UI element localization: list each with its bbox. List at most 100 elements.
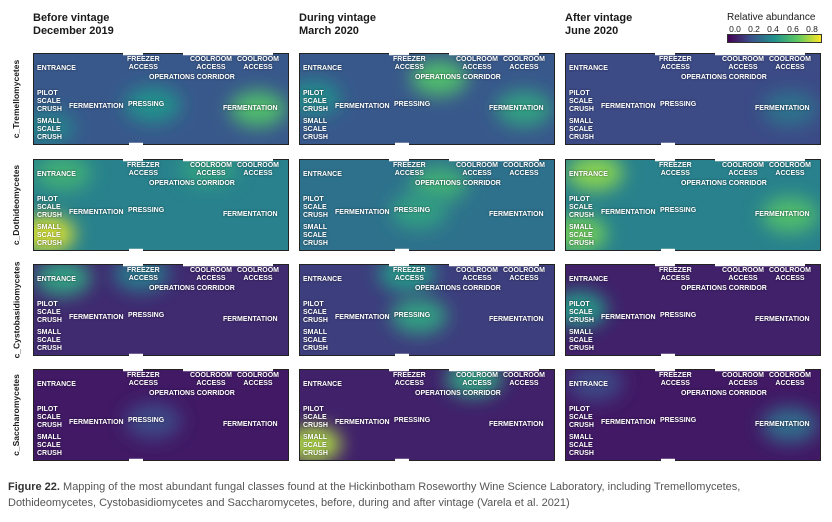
zone-entrance: ENTRANCE: [303, 171, 342, 178]
row-label-dothideomycetes: c_Dothideomycetes: [11, 164, 21, 246]
zone-coolroom-access-1: COOLROOM ACCESS: [722, 162, 764, 177]
column-header-after: After vintage June 2020: [565, 12, 632, 38]
zone-operations-corridor: OPERATIONS CORRIDOR: [415, 180, 501, 187]
zone-fermentation-2: FERMENTATION: [489, 211, 544, 218]
heatmap-panel: ENTRANCE FREEZER ACCESS COOLROOM ACCESS COO…: [299, 369, 555, 461]
heatmap-svg: [299, 53, 555, 145]
zone-small-scale-crush: SMALL SCALE CRUSH: [303, 118, 328, 141]
heatmap-panel: ENTRANCE FREEZER ACCESS COOLROOM ACCESS COO…: [33, 264, 289, 356]
zone-fermentation-2: FERMENTATION: [755, 211, 810, 218]
zone-fermentation-1: FERMENTATION: [601, 314, 656, 321]
column-header-before: Before vintage December 2019: [33, 12, 114, 38]
zone-small-scale-crush: SMALL SCALE CRUSH: [303, 224, 328, 247]
zone-operations-corridor: OPERATIONS CORRIDOR: [681, 285, 767, 292]
zone-pressing: PRESSING: [128, 312, 165, 319]
caption-text: Mapping of the most abundant fungal clas…: [8, 481, 741, 509]
zone-pilot-scale-crush: PILOT SCALE CRUSH: [569, 406, 594, 429]
zone-pressing: PRESSING: [394, 207, 431, 214]
heatmap-background: [565, 264, 821, 356]
floorplan-outline: [33, 53, 289, 145]
zone-small-scale-crush: SMALL SCALE CRUSH: [569, 434, 594, 457]
column-header-during: During vintage March 2020: [299, 12, 376, 38]
zone-entrance: ENTRANCE: [569, 171, 608, 178]
zone-freezer-access: FREEZER ACCESS: [127, 56, 160, 71]
zone-coolroom-access-1: COOLROOM ACCESS: [456, 56, 498, 71]
zone-small-scale-crush: SMALL SCALE CRUSH: [303, 434, 328, 457]
zone-operations-corridor: OPERATIONS CORRIDOR: [415, 74, 501, 81]
heatmap-hotspot: [113, 264, 169, 292]
zone-coolroom-access-2: COOLROOM ACCESS: [503, 56, 545, 71]
zone-freezer-access: FREEZER ACCESS: [659, 56, 692, 71]
zone-fermentation-1: FERMENTATION: [69, 103, 124, 110]
floorplan-outline: [299, 264, 555, 356]
heatmap-hotspot: [125, 87, 181, 123]
zone-fermentation-2: FERMENTATION: [755, 105, 810, 112]
row-label-cystobasidiomycetes: c_Cystobasidiomycetes: [11, 261, 22, 359]
heatmap-svg: [565, 369, 821, 461]
zone-pressing: PRESSING: [128, 417, 165, 424]
heatmap-hotspot: [391, 298, 447, 334]
zone-small-scale-crush: SMALL SCALE CRUSH: [37, 434, 62, 457]
zone-pilot-scale-crush: PILOT SCALE CRUSH: [569, 90, 594, 113]
zone-coolroom-access-1: COOLROOM ACCESS: [722, 56, 764, 71]
zone-coolroom-access-1: COOLROOM ACCESS: [190, 56, 232, 71]
zone-operations-corridor: OPERATIONS CORRIDOR: [681, 180, 767, 187]
zone-fermentation-1: FERMENTATION: [335, 103, 390, 110]
heatmap-hotspot: [565, 216, 607, 251]
zone-entrance: ENTRANCE: [37, 381, 76, 388]
zone-fermentation-1: FERMENTATION: [335, 209, 390, 216]
color-legend: Relative abundance 0.0 0.2 0.4 0.6 0.8: [727, 12, 822, 43]
zone-coolroom-access-2: COOLROOM ACCESS: [237, 56, 279, 71]
zone-fermentation-2: FERMENTATION: [223, 105, 278, 112]
floorplan-outline: [565, 53, 821, 145]
floorplan-outline: [299, 159, 555, 251]
zone-freezer-access: FREEZER ACCESS: [659, 267, 692, 282]
zone-pilot-scale-crush: PILOT SCALE CRUSH: [303, 196, 328, 219]
heatmap-hotspot: [125, 403, 181, 439]
zone-pilot-scale-crush: PILOT SCALE CRUSH: [37, 90, 62, 113]
zone-small-scale-crush: SMALL SCALE CRUSH: [303, 329, 328, 352]
zone-fermentation-2: FERMENTATION: [489, 421, 544, 428]
zone-freezer-access: FREEZER ACCESS: [659, 162, 692, 177]
zone-coolroom-access-1: COOLROOM ACCESS: [722, 372, 764, 387]
zone-coolroom-access-2: COOLROOM ACCESS: [503, 162, 545, 177]
floorplan-outline: [565, 369, 821, 461]
zone-entrance: ENTRANCE: [303, 381, 342, 388]
floorplan-outline: [33, 159, 289, 251]
legend-colorbar: [727, 34, 822, 43]
zone-fermentation-2: FERMENTATION: [489, 316, 544, 323]
zone-fermentation-2: FERMENTATION: [755, 316, 810, 323]
zone-fermentation-1: FERMENTATION: [335, 419, 390, 426]
zone-coolroom-access-2: COOLROOM ACCESS: [237, 267, 279, 282]
zone-coolroom-access-2: COOLROOM ACCESS: [769, 56, 811, 71]
zone-fermentation-1: FERMENTATION: [69, 209, 124, 216]
floorplan-outline: [565, 264, 821, 356]
floorplan-outline: [565, 159, 821, 251]
heatmap-panel: ENTRANCE FREEZER ACCESS COOLROOM ACCESS COO…: [299, 53, 555, 145]
heatmap-hotspot: [33, 110, 75, 145]
heatmap-hotspot: [446, 369, 502, 397]
zone-entrance: ENTRANCE: [569, 381, 608, 388]
zone-small-scale-crush: SMALL SCALE CRUSH: [37, 329, 62, 352]
row-label-tremellomycetes: c_Tremellomycetes: [11, 59, 22, 139]
zone-coolroom-access-2: COOLROOM ACCESS: [769, 267, 811, 282]
zone-entrance: ENTRANCE: [37, 276, 76, 283]
caption-label: Figure 22.: [8, 481, 60, 493]
zone-operations-corridor: OPERATIONS CORRIDOR: [415, 285, 501, 292]
zone-freezer-access: FREEZER ACCESS: [393, 267, 426, 282]
legend-tick: 0.6: [787, 24, 799, 34]
zone-freezer-access: FREEZER ACCESS: [393, 372, 426, 387]
zone-entrance: ENTRANCE: [37, 65, 76, 72]
heatmap-panel: ENTRANCE FREEZER ACCESS COOLROOM ACCESS COO…: [299, 159, 555, 251]
zone-pressing: PRESSING: [660, 101, 697, 108]
zone-fermentation-2: FERMENTATION: [489, 105, 544, 112]
zone-operations-corridor: OPERATIONS CORRIDOR: [681, 390, 767, 397]
zone-pilot-scale-crush: PILOT SCALE CRUSH: [569, 196, 594, 219]
heatmap-hotspot: [411, 166, 467, 202]
heatmap-hotspot: [565, 291, 607, 327]
zone-freezer-access: FREEZER ACCESS: [127, 162, 160, 177]
zone-fermentation-1: FERMENTATION: [601, 419, 656, 426]
zone-pressing: PRESSING: [660, 417, 697, 424]
heatmap-svg: [565, 159, 821, 251]
heatmap-svg: [299, 264, 555, 356]
